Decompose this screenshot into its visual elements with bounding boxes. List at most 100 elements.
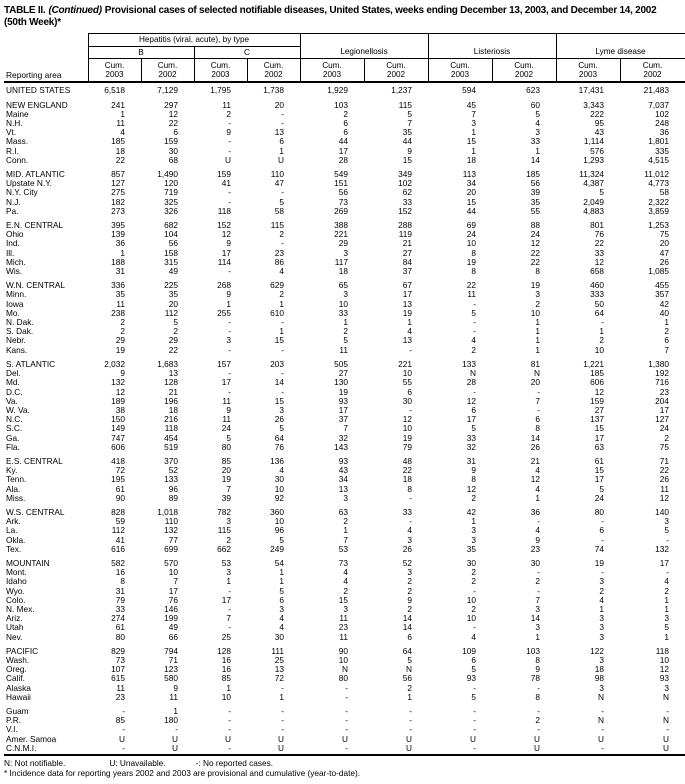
reporting-area-cell: N.Y. City [6, 187, 38, 198]
value-cell: 19 [221, 474, 231, 485]
reporting-area-cell: Tenn. [6, 474, 27, 485]
value-cell: 2 [279, 229, 284, 240]
value-cell: 1 [535, 344, 540, 355]
value-cell: 357 [655, 289, 669, 300]
value-cell: 86 [274, 256, 284, 267]
value-cell: 146 [164, 603, 178, 614]
value-cell: 1 [407, 317, 412, 328]
value-cell: - [228, 196, 231, 207]
table-row: Vt. 4 6 9 13 6 35 1 3 43 36 [4, 128, 685, 137]
value-cell: 1,795 [210, 85, 231, 96]
value-cell: 297 [164, 99, 178, 110]
value-cell: 1,929 [327, 85, 348, 96]
value-cell: 1 [664, 603, 669, 614]
value-cell: 2 [664, 326, 669, 337]
value-cell: 20 [221, 465, 231, 476]
value-cell: 11 [222, 395, 231, 406]
value-cell: 12 [466, 483, 476, 494]
reporting-area-cell: Mont. [6, 567, 27, 578]
reporting-area-cell: Maine [6, 108, 29, 119]
value-cell: 5 [471, 691, 476, 702]
value-cell: 30 [274, 474, 284, 485]
value-cell: 42 [466, 506, 476, 517]
value-cell: 24 [221, 423, 231, 434]
value-cell: U [172, 733, 178, 744]
value-cell: 3 [279, 404, 284, 415]
column-header-hepb-cum-2002: Cum. 2002 [141, 58, 195, 84]
value-cell: 40 [659, 307, 669, 318]
value-cell: 93 [338, 455, 348, 466]
value-cell: 26 [659, 474, 669, 485]
value-cell: 27 [594, 404, 604, 415]
value-cell: 5 [407, 654, 412, 665]
value-cell: 1,085 [648, 266, 669, 277]
value-cell: 31 [115, 585, 125, 596]
value-cell: - [122, 706, 125, 716]
value-cell: - [537, 386, 540, 397]
table-row: Ind. 36 56 9 - 29 21 10 12 22 20 [4, 239, 685, 248]
value-cell: 1 [226, 682, 231, 693]
value-cell: 4 [471, 335, 476, 346]
value-cell: 3 [599, 682, 604, 693]
column-header-hepb-cum-2003: Cum. 2003 [87, 58, 142, 84]
value-cell: 137 [590, 414, 604, 425]
value-cell: 454 [164, 432, 178, 443]
value-cell: 370 [164, 455, 178, 466]
value-cell: - [601, 516, 604, 527]
value-cell: 1,253 [648, 220, 669, 231]
value-cell: 29 [338, 238, 348, 249]
table-title-week: (50th Week)* [4, 16, 61, 28]
value-cell: 15 [594, 423, 604, 434]
value-cell: 2 [226, 534, 231, 545]
value-cell: 5 [599, 187, 604, 198]
value-cell: 102 [398, 178, 412, 189]
value-cell: 11,012 [644, 169, 669, 180]
value-cell: 9 [535, 664, 540, 675]
table-row: Colo. 79 76 17 6 15 9 10 7 4 1 [4, 594, 685, 605]
value-cell: 61 [115, 622, 125, 633]
value-cell: 6 [279, 594, 284, 605]
value-cell: 76 [168, 594, 178, 605]
column-header-reporting-area: Reporting area [4, 33, 88, 84]
value-cell: 15 [466, 196, 476, 207]
value-cell: 25 [274, 654, 284, 665]
value-cell: 96 [274, 525, 284, 536]
value-cell: 182 [111, 196, 125, 207]
value-cell: 8 [535, 654, 540, 665]
value-cell: 17 [594, 474, 604, 485]
value-cell: 2 [407, 603, 412, 614]
value-cell: 17 [168, 585, 178, 596]
value-cell: 2 [535, 715, 540, 726]
value-cell: 107 [111, 664, 125, 675]
value-cell: 127 [111, 178, 125, 189]
reporting-area-cell: Guam [6, 706, 29, 716]
value-cell: 90 [338, 645, 348, 656]
table-title-continued: (Continued) [48, 5, 102, 16]
value-cell: 79 [115, 594, 125, 605]
value-cell: 629 [270, 280, 284, 291]
value-cell: 6 [535, 414, 540, 425]
table-row: MOUNTAIN 582 570 53 54 73 52 30 30 19 17 [4, 554, 685, 568]
value-cell: 73 [338, 196, 348, 207]
value-cell: 26 [402, 543, 412, 554]
value-cell: 22 [402, 465, 412, 476]
footnote-legend: N: Not notifiable. U: Unavailable. -: No… [4, 758, 685, 768]
value-cell: 4 [343, 567, 348, 578]
table-row: Guam - 1 - - - - - - - - [4, 702, 685, 716]
table-row: N.Y. City 275 719 - - 56 62 20 39 5 58 [4, 188, 685, 197]
value-cell: - [601, 724, 604, 735]
value-cell: 120 [164, 178, 178, 189]
value-cell: 36 [530, 506, 540, 517]
reporting-area-cell: Ark. [6, 516, 21, 527]
table-row: N.C. 150 216 11 26 37 12 17 6 137 127 [4, 414, 685, 425]
value-cell: 13 [168, 368, 178, 379]
table-row: N.H. 11 22 - - 6 7 3 4 95 248 [4, 118, 685, 128]
value-cell: 32 [466, 441, 476, 452]
value-cell: 221 [398, 358, 412, 369]
value-cell: 47 [274, 178, 284, 189]
value-cell: 10 [338, 298, 348, 309]
value-cell: 3,859 [648, 205, 669, 216]
value-cell: 15 [338, 594, 348, 605]
table-row: Nebr. 29 29 3 15 5 13 4 1 2 6 [4, 336, 685, 345]
value-cell: 8 [471, 247, 476, 258]
